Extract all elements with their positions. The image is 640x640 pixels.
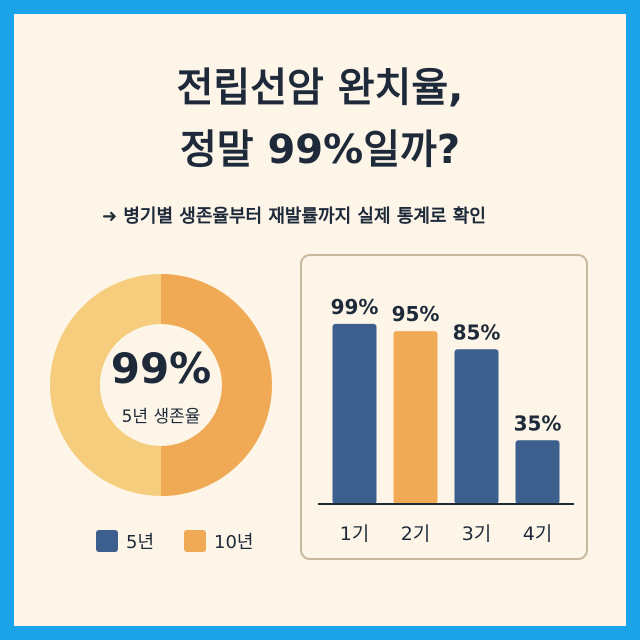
bar-value-label-1: 99%: [331, 295, 379, 319]
donut-hole: [101, 325, 221, 445]
legend-item-5yr: 5년: [96, 528, 154, 554]
bar-chart-panel: 99% 1기 95% 2기 85% 3기 35% 4기: [300, 254, 588, 560]
category-label-4: 4기: [523, 523, 553, 545]
bar-3: [454, 349, 499, 504]
legend-item-10yr: 10년: [184, 528, 253, 554]
bar-2: [393, 331, 438, 504]
legend-swatch-5yr: [96, 530, 118, 552]
legend: 5년 10년: [96, 528, 283, 554]
bar-4: [515, 440, 560, 504]
subtitle: ➜ 병기별 생존율부터 재발률까지 실제 통계로 확인: [102, 206, 486, 227]
category-label-1: 1기: [340, 523, 370, 545]
donut-center-value: 99%: [110, 344, 212, 393]
legend-swatch-10yr: [184, 530, 207, 552]
legend-label-10yr: 10년: [214, 532, 254, 553]
title-line-2: 정말 99%일까?: [179, 127, 461, 173]
donut-ring-accent: [160, 274, 272, 496]
bar-chart: 99% 1기 95% 2기 85% 3기 35% 4기: [318, 295, 574, 545]
bar-1: [332, 323, 377, 504]
legend-label-5yr: 5년: [126, 532, 155, 553]
donut-chart: 99% 5년 생존율: [50, 274, 272, 496]
bar-value-label-3: 85%: [453, 320, 501, 344]
category-label-2: 2기: [401, 523, 431, 545]
bar-value-label-4: 35%: [514, 411, 562, 435]
donut-center-caption: 5년 생존율: [121, 407, 201, 427]
infographic-panel: 전립선암 완치율, 정말 99%일까? ➜ 병기별 생존율부터 재발률까지 실제…: [14, 14, 626, 626]
title-line-1: 전립선암 완치율,: [176, 65, 464, 111]
bar-value-label-2: 95%: [392, 302, 440, 326]
donut-svg: [50, 274, 272, 496]
category-label-3: 3기: [462, 523, 492, 545]
